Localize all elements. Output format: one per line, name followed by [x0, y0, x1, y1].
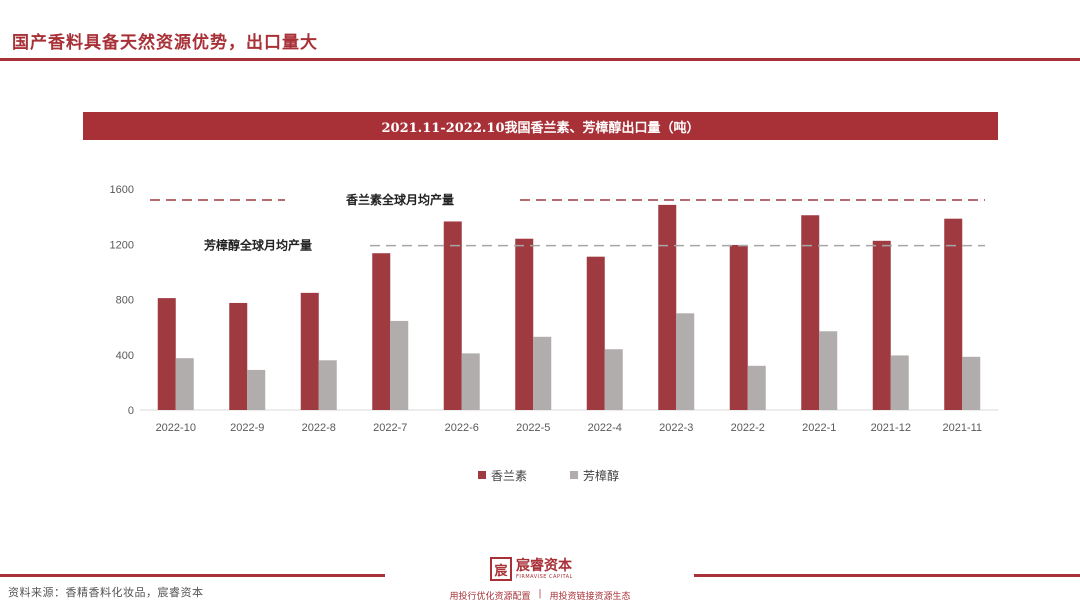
x-tick-label: 2022-1	[802, 422, 836, 434]
x-tick-label: 2022-9	[230, 422, 264, 434]
bar-linalool	[175, 358, 194, 410]
bar-linalool	[819, 331, 838, 410]
logo-mark-icon: 宸	[490, 557, 512, 581]
x-tick-label: 2022-2	[731, 422, 765, 434]
bar-linalool	[390, 320, 409, 410]
chart-title-banner: 2021.11-2022.10我国香兰素、芳樟醇出口量（吨）	[83, 112, 998, 140]
x-tick-label: 2022-5	[516, 422, 550, 434]
legend-swatch	[570, 471, 578, 479]
bar-linalool	[890, 355, 909, 410]
y-tick-label: 1200	[110, 239, 134, 251]
x-tick-label: 2021-12	[871, 422, 911, 434]
x-tick-label: 2022-10	[156, 422, 196, 434]
x-tick-label: 2022-4	[588, 422, 622, 434]
x-tick-label: 2022-6	[445, 422, 479, 434]
logo-subtitle: FIRMAVISE CAPITAL	[516, 573, 573, 580]
bar-vanillin	[229, 302, 248, 410]
bar-linalool	[962, 356, 981, 410]
footer-divider-left	[0, 574, 385, 577]
linalool-reference-label: 芳樟醇全球月均产量	[204, 238, 312, 253]
bar-linalool	[604, 349, 623, 410]
bar-linalool	[676, 313, 695, 410]
bar-vanillin	[300, 292, 319, 410]
company-logo: 宸 宸睿资本 FIRMAVISE CAPITAL	[490, 556, 573, 582]
bar-linalool	[533, 336, 552, 410]
bar-linalool	[747, 365, 766, 410]
bar-vanillin	[586, 256, 605, 410]
bar-vanillin	[729, 244, 748, 410]
footer-slogan: 用投行优化资源配置 | 用投资链接资源生态	[420, 589, 660, 602]
bar-vanillin	[443, 221, 462, 410]
slogan-right: 用投资链接资源生态	[549, 592, 631, 602]
page-title: 国产香料具备天然资源优势，出口量大	[12, 33, 318, 53]
bar-vanillin	[872, 240, 891, 410]
bar-vanillin	[944, 218, 963, 410]
x-tick-label: 2022-7	[373, 422, 407, 434]
bar-vanillin	[801, 215, 820, 410]
legend-label: 香兰素	[491, 469, 527, 483]
vanillin-reference-label: 香兰素全球月均产量	[345, 192, 454, 207]
bar-vanillin	[658, 204, 677, 410]
bar-vanillin	[515, 238, 534, 410]
bar-linalool	[461, 353, 480, 410]
bar-vanillin	[372, 253, 391, 410]
footer-divider-right	[694, 574, 1080, 577]
bar-linalool	[318, 360, 337, 410]
bar-vanillin	[157, 298, 176, 410]
logo-name: 宸睿资本	[516, 557, 572, 574]
y-tick-label: 400	[116, 350, 134, 362]
y-tick-label: 0	[128, 405, 134, 417]
legend-swatch	[478, 471, 486, 479]
bar-linalool	[247, 369, 266, 410]
slogan-divider: |	[538, 589, 542, 599]
x-tick-label: 2022-3	[659, 422, 693, 434]
slogan-left: 用投行优化资源配置	[449, 592, 531, 602]
source-note: 资料来源：香精香料化妆品，宸睿资本	[8, 586, 204, 599]
x-tick-label: 2021-11	[942, 422, 982, 434]
y-tick-label: 1600	[110, 184, 134, 196]
x-tick-label: 2022-8	[302, 422, 336, 434]
header-divider	[0, 58, 1080, 61]
y-tick-label: 800	[116, 295, 134, 307]
legend-label: 芳樟醇	[583, 468, 619, 483]
